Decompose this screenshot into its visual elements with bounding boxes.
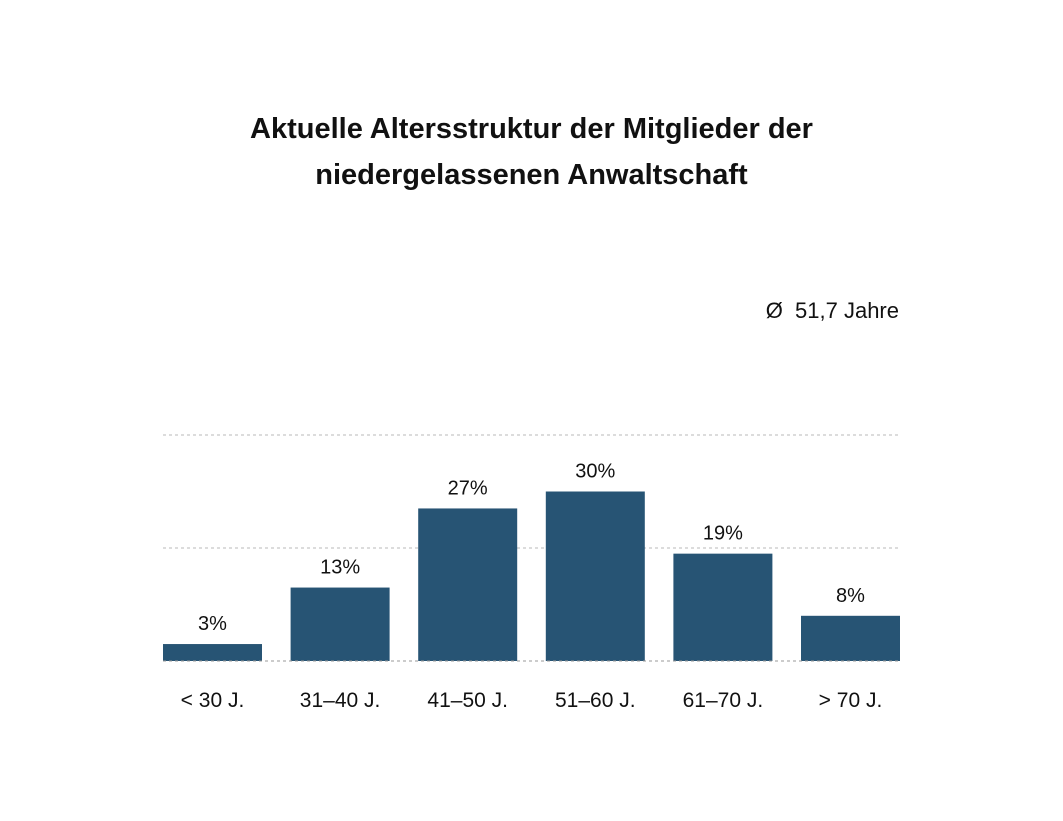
bar-value-label-2: 27% (448, 477, 488, 499)
category-label-0: < 30 J. (181, 689, 245, 712)
bar-value-label-4: 19% (703, 523, 743, 545)
category-label-3: 51–60 J. (555, 689, 636, 712)
bar-2 (418, 508, 518, 661)
chart-title: Aktuelle Altersstruktur der Mitglieder d… (0, 106, 1063, 198)
bar-value-label-1: 13% (320, 557, 360, 579)
chart-title-line-1: Aktuelle Altersstruktur der Mitglieder d… (250, 113, 813, 145)
category-label-1: 31–40 J. (300, 689, 381, 712)
category-label-5: > 70 J. (819, 689, 883, 712)
bar-4 (673, 553, 773, 661)
bar-value-label-0: 3% (198, 613, 227, 635)
category-label-2: 41–50 J. (427, 689, 508, 712)
bar-1 (290, 587, 390, 661)
bar-5 (801, 615, 900, 661)
bar-3 (545, 491, 645, 661)
bar-value-label-5: 8% (836, 585, 865, 607)
average-age-annotation: Ø 51,7 Jahre (765, 298, 899, 323)
chart-title-line-2: niedergelassenen Anwaltschaft (315, 159, 748, 191)
bar-value-label-3: 30% (575, 461, 615, 483)
category-label-4: 61–70 J. (683, 689, 764, 712)
bar-0 (163, 644, 262, 661)
